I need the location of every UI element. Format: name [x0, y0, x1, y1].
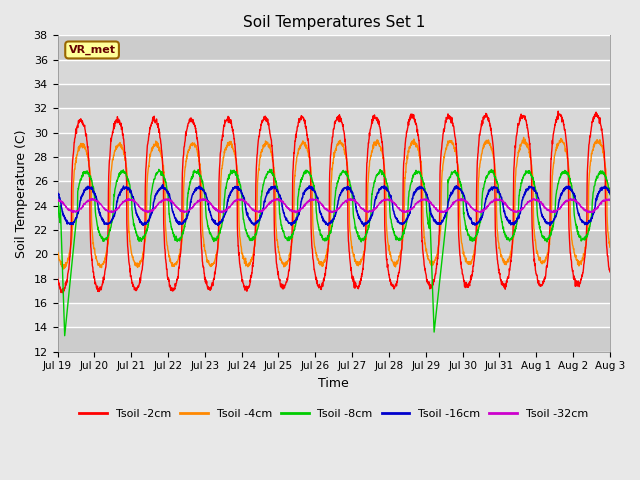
Legend: Tsoil -2cm, Tsoil -4cm, Tsoil -8cm, Tsoil -16cm, Tsoil -32cm: Tsoil -2cm, Tsoil -4cm, Tsoil -8cm, Tsoi… — [75, 405, 593, 423]
Y-axis label: Soil Temperature (C): Soil Temperature (C) — [15, 129, 28, 258]
Bar — [58, 278, 610, 303]
Bar — [58, 327, 610, 351]
Bar — [58, 132, 610, 157]
Bar — [58, 157, 610, 181]
Bar — [58, 36, 610, 60]
Bar — [58, 60, 610, 84]
Bar — [58, 254, 610, 278]
Bar — [58, 303, 610, 327]
Bar — [58, 205, 610, 230]
Bar — [58, 230, 610, 254]
Bar — [58, 108, 610, 132]
Text: VR_met: VR_met — [68, 45, 116, 55]
X-axis label: Time: Time — [318, 377, 349, 390]
Bar — [58, 181, 610, 205]
Title: Soil Temperatures Set 1: Soil Temperatures Set 1 — [243, 15, 425, 30]
Bar — [58, 84, 610, 108]
